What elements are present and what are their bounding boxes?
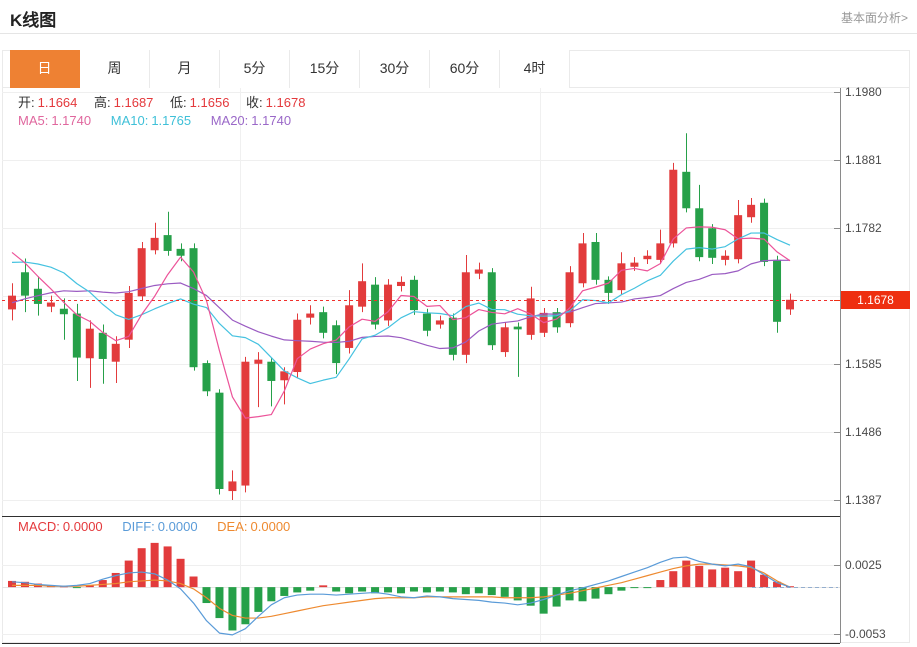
close-value: 1.1678 [265, 95, 306, 110]
y-axis-label: 1.1980 [845, 85, 882, 99]
ma5-legend: MA5: 1.1740 [18, 113, 92, 128]
period-tab-bar: 日 周 月 5分 15分 30分 60分 4时 [2, 50, 910, 88]
macd-legend: MACD: 0.0000 DIFF: 0.0000 DEA: 0.0000 [18, 519, 306, 534]
ma-legend: MA5: 1.1740 MA10: 1.1765 MA20: 1.1740 [18, 113, 307, 128]
open-value: 1.1664 [37, 95, 78, 110]
tab-60min[interactable]: 60分 [430, 50, 500, 88]
y-axis-label: 1.1585 [845, 356, 882, 371]
y-axis-label: 1.1486 [845, 424, 882, 439]
low-label: 低: [170, 95, 187, 110]
open-label: 开: [18, 95, 35, 110]
tab-week[interactable]: 周 [80, 50, 150, 88]
tab-15min[interactable]: 15分 [290, 50, 360, 88]
y-axis-label: 1.1782 [845, 221, 882, 236]
tab-day[interactable]: 日 [10, 50, 80, 88]
y-axis-label: 0.0025 [845, 558, 882, 572]
diff-value-legend: DIFF: 0.0000 [122, 519, 198, 534]
tab-month[interactable]: 月 [150, 50, 220, 88]
y-axis-label: -0.0053 [845, 627, 886, 641]
close-label: 收: [246, 95, 263, 110]
ma10-legend: MA10: 1.1765 [110, 113, 192, 128]
dea-value-legend: DEA: 0.0000 [217, 519, 291, 534]
tab-30min[interactable]: 30分 [360, 50, 430, 88]
y-axis-label: 1.1881 [845, 153, 882, 168]
y-axis-label: 1.1387 [845, 493, 882, 507]
ma20-legend: MA20: 1.1740 [210, 113, 292, 128]
high-label: 高: [94, 95, 111, 110]
low-value: 1.1656 [189, 95, 230, 110]
tab-5min[interactable]: 5分 [220, 50, 290, 88]
high-value: 1.1687 [113, 95, 154, 110]
tab-4hour[interactable]: 4时 [500, 50, 570, 88]
current-price-tag: 1.1678 [841, 291, 910, 309]
ohlc-legend: 开: 1.1664 高: 1.1687 低: 1.1656 收: 1.1678 [18, 92, 318, 111]
macd-value-legend: MACD: 0.0000 [18, 519, 103, 534]
